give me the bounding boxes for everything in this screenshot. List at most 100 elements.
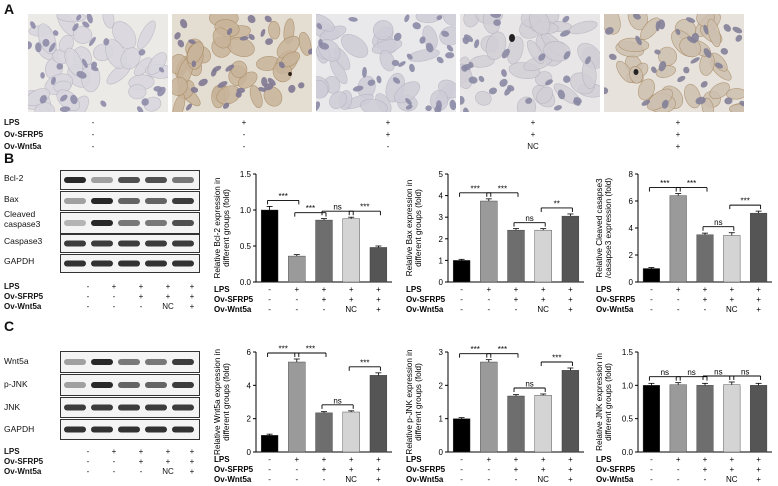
condition-cell: -	[91, 130, 95, 139]
bar	[369, 375, 388, 453]
blot-band	[118, 220, 140, 226]
blot-band	[172, 220, 194, 226]
y-tick-label: 2	[629, 251, 634, 260]
bar	[750, 385, 768, 453]
lane-cell: -	[487, 465, 490, 474]
blot-band	[145, 198, 167, 204]
bar	[288, 255, 306, 283]
lane-row-label: LPS	[596, 455, 612, 464]
blot-band	[91, 260, 113, 267]
lane-cell: -	[460, 305, 463, 314]
lane-cell: +	[322, 285, 327, 294]
lane-cell: +	[349, 455, 354, 464]
bar	[642, 385, 660, 453]
lane-cell: +	[294, 455, 299, 464]
y-tick-label: 3	[439, 213, 444, 222]
lane-row-label: Ov-Wnt5a	[596, 305, 634, 314]
blot-strip	[60, 234, 200, 253]
lane-row-label: LPS	[596, 285, 612, 294]
condition-cell: +	[385, 130, 391, 139]
bar	[642, 268, 660, 283]
lane-cell: +	[376, 455, 381, 464]
lane-cell: +	[729, 285, 734, 294]
bar	[723, 235, 741, 283]
lane-cell: -	[677, 475, 680, 484]
significance-label: ns	[741, 368, 749, 377]
y-tick-label: 6	[629, 197, 634, 206]
lane-cell: NC	[726, 305, 738, 314]
pjnk-bar-chart: Relative p-JNK expression in different gr…	[405, 345, 584, 484]
bar	[452, 260, 471, 283]
blot-label: p-JNK	[4, 379, 28, 389]
lane-row-label: Ov-SFRP5	[214, 465, 254, 474]
blot-strip	[60, 170, 200, 190]
bar	[288, 361, 306, 453]
lane-row-label: Ov-SFRP5	[214, 295, 254, 304]
lane-cell: +	[294, 285, 299, 294]
lane-cell: +	[756, 305, 761, 314]
lane-cell: NC	[162, 302, 174, 311]
lane-row-label: Ov-SFRP5	[406, 465, 446, 474]
condition-cell: +	[675, 118, 681, 127]
blot-band	[172, 260, 194, 267]
bar	[452, 418, 471, 453]
lane-cell: -	[268, 475, 271, 484]
y-axis-label: Relative Wnt5a expression in	[213, 349, 222, 455]
condition-cell: -	[386, 142, 390, 151]
lane-row-label: Ov-Wnt5a	[406, 475, 444, 484]
blot-band	[91, 240, 113, 247]
bar	[534, 229, 552, 283]
lane-cell: +	[541, 455, 546, 464]
lane-cell: +	[514, 465, 519, 474]
lane-cell: +	[703, 465, 708, 474]
blot-band	[118, 240, 140, 247]
significance-label: ns	[333, 396, 341, 405]
blot-strip	[60, 374, 200, 396]
lane-cell: -	[112, 292, 116, 301]
bar	[260, 209, 279, 283]
lane-cell: NC	[345, 475, 357, 484]
blot-band	[172, 382, 194, 388]
lane-cell: NC	[726, 475, 738, 484]
blot-band	[64, 404, 86, 411]
lane-cell: +	[756, 475, 761, 484]
blot-strip	[60, 397, 200, 418]
y-axis-label: different groups (fold)	[222, 189, 231, 267]
bar	[534, 395, 552, 453]
blot-strip	[60, 212, 200, 234]
lane-cell: NC	[537, 475, 549, 484]
condition-cell: -	[242, 130, 246, 139]
lane-cell: -	[112, 467, 116, 476]
lane-cell: +	[541, 465, 546, 474]
lane-cell: -	[650, 285, 653, 294]
lane-cell: +	[568, 285, 573, 294]
y-tick-label: 6	[247, 348, 252, 357]
lane-cell: +	[138, 447, 144, 456]
blot-band	[145, 260, 167, 267]
lane-cell: -	[295, 465, 298, 474]
lane-cell: -	[112, 457, 116, 466]
condition-cell: -	[91, 118, 95, 127]
blot-band	[64, 359, 86, 365]
blot-band	[172, 198, 194, 204]
blot-band	[145, 426, 167, 433]
bar	[750, 212, 768, 283]
significance-label: ***	[279, 192, 288, 201]
condition-cell: +	[241, 118, 247, 127]
lane-cell: +	[189, 282, 195, 291]
y-tick-label: 2	[247, 415, 252, 424]
y-tick-label: 0	[439, 448, 444, 457]
y-tick-label: 8	[629, 170, 634, 179]
lane-cell: -	[515, 305, 518, 314]
significance-label: ns	[333, 203, 341, 212]
lane-row-label: Ov-Wnt5a	[406, 305, 444, 314]
blot-band	[91, 359, 113, 365]
lane-cell: -	[86, 302, 90, 311]
condition-cell: +	[675, 142, 681, 151]
blot-band	[64, 260, 86, 267]
blot-label: Bax	[4, 194, 19, 204]
significance-label: ***	[471, 184, 480, 193]
lane-cell: -	[677, 465, 680, 474]
blot-band	[64, 220, 86, 226]
bar	[342, 411, 360, 453]
